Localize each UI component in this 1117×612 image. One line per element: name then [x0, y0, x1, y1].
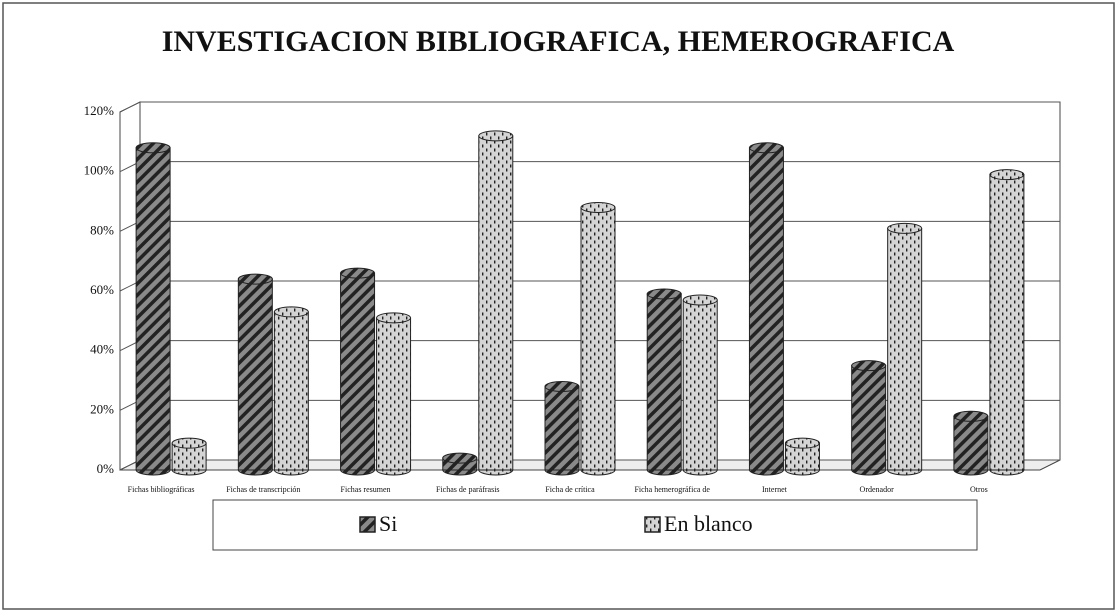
legend-swatch	[644, 516, 661, 533]
y-tick-label: 120%	[84, 103, 115, 118]
bar	[544, 385, 580, 471]
x-tick-label: Ficha de crítica	[545, 485, 595, 494]
bar-cap	[580, 201, 616, 213]
bar	[478, 135, 514, 471]
bar-cap	[135, 142, 171, 154]
x-tick-label: Ordenador	[860, 485, 895, 494]
bar-cap	[544, 380, 580, 392]
x-tick-label: Fichas de paráfrasis	[436, 485, 500, 494]
x-tick-label: Fichas bibliográficas	[128, 485, 195, 494]
bar-cap	[237, 273, 273, 285]
bar	[887, 227, 923, 471]
x-tick-label: Ficha hemerográfica de	[634, 485, 710, 494]
bar-cap	[989, 169, 1025, 181]
y-tick-label: 100%	[84, 163, 115, 178]
bar	[851, 365, 887, 471]
bar-cap	[340, 267, 376, 279]
bar-cap	[478, 130, 514, 142]
y-tick-label: 0%	[97, 461, 115, 476]
bar	[135, 147, 171, 471]
bar	[580, 206, 616, 471]
bar	[237, 278, 273, 471]
legend-box	[212, 499, 978, 551]
bar-cap	[646, 288, 682, 300]
x-tick-label: Fichas resumen	[341, 485, 391, 494]
bar-cap	[171, 437, 207, 449]
legend-label: Si	[379, 511, 397, 536]
y-tick-label: 20%	[90, 401, 114, 416]
bar-cap	[682, 294, 718, 306]
bar-cap	[784, 437, 820, 449]
bar-cap	[953, 410, 989, 422]
bar	[273, 311, 309, 471]
x-tick-label: Fichas de transcripción	[226, 485, 300, 494]
bar-cap	[851, 360, 887, 372]
bar-cap	[442, 452, 478, 464]
bar	[989, 174, 1025, 471]
y-tick-label: 80%	[90, 222, 114, 237]
chart-title: INVESTIGACION BIBLIOGRAFICA, HEMEROGRAFI…	[162, 25, 955, 58]
y-tick-label: 40%	[90, 342, 114, 357]
bar	[340, 272, 376, 471]
legend-swatch	[359, 516, 376, 533]
bar	[682, 299, 718, 471]
bar	[646, 293, 682, 471]
x-tick-label: Otros	[970, 485, 988, 494]
y-tick-label: 60%	[90, 282, 114, 297]
bar-cap	[376, 312, 412, 324]
legend-label: En blanco	[664, 511, 753, 536]
bar-cap	[748, 142, 784, 154]
grid-line	[119, 101, 1060, 113]
bar	[953, 415, 989, 471]
bar-cap	[887, 222, 923, 234]
bar-cap	[273, 306, 309, 318]
x-tick-label: Internet	[762, 485, 788, 494]
bar	[376, 317, 412, 471]
bar	[748, 147, 784, 471]
